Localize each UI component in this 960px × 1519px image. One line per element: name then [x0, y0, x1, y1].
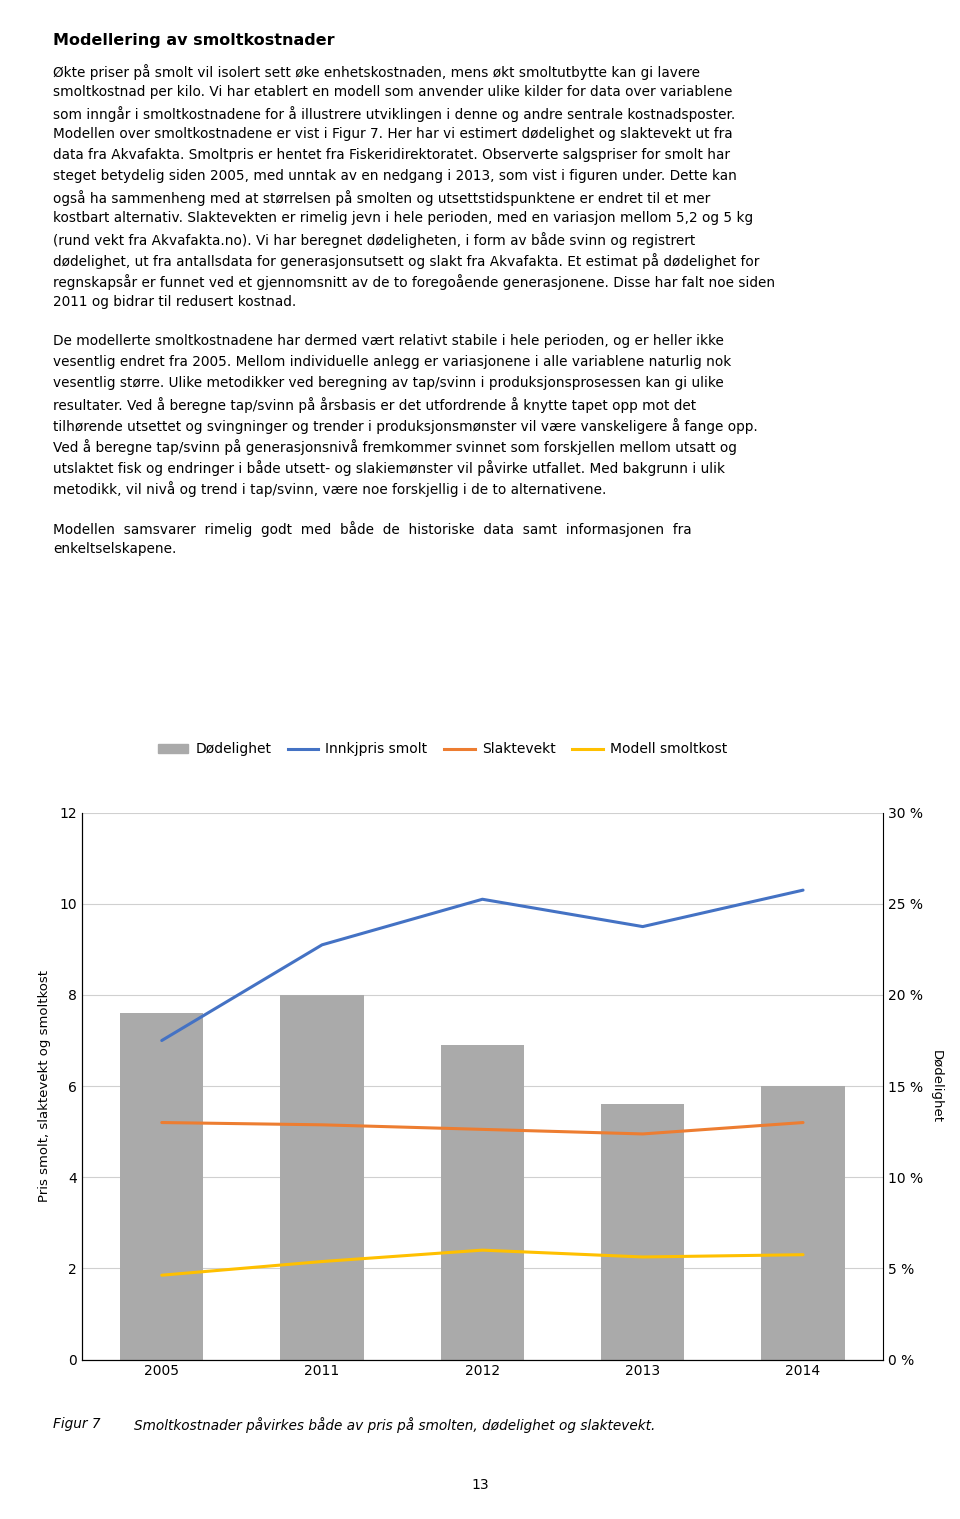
Text: metodikk, vil nivå og trend i tap/svinn, være noe forskjellig i de to alternativ: metodikk, vil nivå og trend i tap/svinn,…	[53, 482, 606, 497]
Bar	[441, 1045, 524, 1360]
Text: utslaktet fisk og endringer i både utsett- og slakiemønster vil påvirke utfallet: utslaktet fisk og endringer i både utset…	[53, 460, 725, 475]
Text: Ved å beregne tap/svinn på generasjonsnivå fremkommer svinnet som forskjellen me: Ved å beregne tap/svinn på generasjonsni…	[53, 439, 736, 456]
Bar	[280, 995, 364, 1360]
Text: resultater. Ved å beregne tap/svinn på årsbasis er det utfordrende å knytte tape: resultater. Ved å beregne tap/svinn på å…	[53, 398, 696, 413]
Text: Økte priser på smolt vil isolert sett øke enhetskostnaden, mens økt smoltutbytte: Økte priser på smolt vil isolert sett øk…	[53, 64, 700, 81]
Bar	[120, 1013, 204, 1360]
Text: også ha sammenheng med at størrelsen på smolten og utsettstidspunktene er endret: også ha sammenheng med at størrelsen på …	[53, 190, 710, 205]
Text: 2011 og bidrar til redusert kostnad.: 2011 og bidrar til redusert kostnad.	[53, 295, 296, 308]
Text: steget betydelig siden 2005, med unntak av en nedgang i 2013, som vist i figuren: steget betydelig siden 2005, med unntak …	[53, 169, 736, 182]
Text: Figur 7: Figur 7	[53, 1417, 100, 1431]
Legend: Dødelighet, Innkjpris smolt, Slaktevekt, Modell smoltkost: Dødelighet, Innkjpris smolt, Slaktevekt,…	[153, 737, 732, 763]
Y-axis label: Dødelighet: Dødelighet	[929, 1050, 943, 1123]
Text: kostbart alternativ. Slaktevekten er rimelig jevn i hele perioden, med en varias: kostbart alternativ. Slaktevekten er rim…	[53, 211, 753, 225]
Text: Modellen over smoltkostnadene er vist i Figur 7. Her har vi estimert dødelighet : Modellen over smoltkostnadene er vist i …	[53, 128, 732, 141]
Text: vesentlig endret fra 2005. Mellom individuelle anlegg er variasjonene i alle var: vesentlig endret fra 2005. Mellom indivi…	[53, 355, 732, 369]
Bar	[761, 1086, 845, 1360]
Bar	[601, 1104, 684, 1360]
Text: regnskapsår er funnet ved et gjennomsnitt av de to foregoående generasjonene. Di: regnskapsår er funnet ved et gjennomsnit…	[53, 273, 775, 290]
Text: tilhørende utsettet og svingninger og trender i produksjonsmønster vil være vans: tilhørende utsettet og svingninger og tr…	[53, 418, 757, 434]
Text: Modellering av smoltkostnader: Modellering av smoltkostnader	[53, 33, 334, 49]
Y-axis label: Pris smolt, slaktevekt og smoltkost: Pris smolt, slaktevekt og smoltkost	[37, 971, 51, 1202]
Text: dødelighet, ut fra antallsdata for generasjonsutsett og slakt fra Akvafakta. Et : dødelighet, ut fra antallsdata for gener…	[53, 252, 759, 269]
Text: De modellerte smoltkostnadene har dermed vært relativt stabile i hele perioden, : De modellerte smoltkostnadene har dermed…	[53, 334, 724, 348]
Text: vesentlig større. Ulike metodikker ved beregning av tap/svinn i produksjonsprose: vesentlig større. Ulike metodikker ved b…	[53, 377, 724, 390]
Text: (rund vekt fra Akvafakta.no). Vi har beregnet dødeligheten, i form av både svinn: (rund vekt fra Akvafakta.no). Vi har ber…	[53, 232, 695, 248]
Text: Modellen  samsvarer  rimelig  godt  med  både  de  historiske  data  samt  infor: Modellen samsvarer rimelig godt med både…	[53, 521, 691, 536]
Text: som inngår i smoltkostnadene for å illustrere utviklingen i denne og andre sentr: som inngår i smoltkostnadene for å illus…	[53, 106, 735, 122]
Text: 13: 13	[471, 1478, 489, 1492]
Text: enkeltselskapene.: enkeltselskapene.	[53, 542, 177, 556]
Text: smoltkostnad per kilo. Vi har etablert en modell som anvender ulike kilder for d: smoltkostnad per kilo. Vi har etablert e…	[53, 85, 732, 99]
Text: Smoltkostnader påvirkes både av pris på smolten, dødelighet og slaktevekt.: Smoltkostnader påvirkes både av pris på …	[134, 1417, 656, 1434]
Text: data fra Akvafakta. Smoltpris er hentet fra Fiskeridirektoratet. Observerte salg: data fra Akvafakta. Smoltpris er hentet …	[53, 147, 730, 163]
